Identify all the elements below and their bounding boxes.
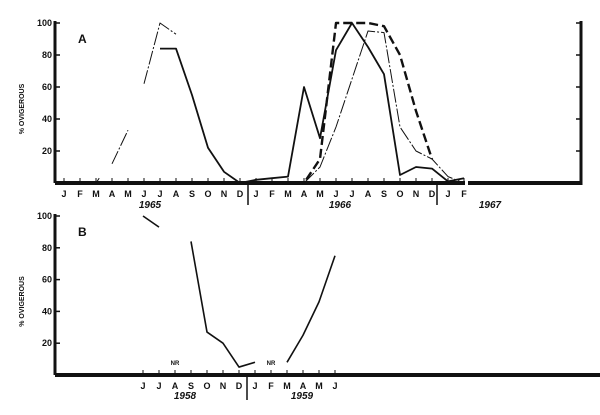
- x-tick-label: J: [445, 189, 450, 199]
- y-tick-label: 60: [42, 82, 52, 92]
- x-tick-label: M: [284, 189, 292, 199]
- x-tick-label: N: [221, 189, 228, 199]
- x-tick-label: F: [77, 189, 83, 199]
- panel-label: A: [78, 32, 87, 46]
- x-tick-label: D: [236, 381, 243, 391]
- x-tick-label: F: [461, 189, 467, 199]
- x-tick-label: D: [237, 189, 244, 199]
- y-axis-label: % OVIGEROUS: [19, 83, 26, 134]
- series-line-solid: [190, 241, 256, 368]
- x-tick-label: O: [203, 381, 210, 391]
- x-tick-label: J: [141, 189, 146, 199]
- x-tick-label: M: [283, 381, 291, 391]
- x-tick-label: J: [157, 189, 162, 199]
- nr-annotation: NR: [267, 361, 276, 367]
- x-tick-label: M: [316, 189, 324, 199]
- x-tick-label: J: [140, 381, 145, 391]
- x-tick-label: F: [268, 381, 274, 391]
- year-label: 1966: [329, 200, 352, 211]
- series-line-thin-dash-dot: [303, 30, 465, 184]
- series-line-solid: [142, 215, 160, 228]
- y-tick-label: 60: [42, 275, 52, 285]
- y-tick-label: 40: [42, 114, 52, 124]
- series-line-thin-dash-dot: [143, 22, 177, 84]
- y-tick-label: 40: [42, 306, 52, 316]
- series-line-thin-dash-dot: [95, 177, 100, 184]
- x-tick-label: A: [300, 381, 307, 391]
- y-tick-label: 80: [42, 243, 52, 253]
- x-tick-label: M: [315, 381, 323, 391]
- year-label: 1965: [139, 200, 162, 211]
- x-tick-label: N: [220, 381, 227, 391]
- x-tick-label: J: [156, 381, 161, 391]
- y-tick-label: 100: [37, 18, 52, 28]
- x-tick-label: J: [253, 189, 258, 199]
- x-tick-label: F: [269, 189, 275, 199]
- x-tick-label: D: [429, 189, 436, 199]
- x-tick-label: O: [204, 189, 211, 199]
- x-tick-label: A: [172, 381, 179, 391]
- series-line-solid-heavy: [160, 22, 465, 184]
- y-axis-label: % OVIGEROUS: [19, 276, 26, 327]
- x-tick-label: M: [92, 189, 100, 199]
- x-tick-label: J: [61, 189, 66, 199]
- y-tick-label: 100: [37, 211, 52, 221]
- x-tick-label: J: [252, 381, 257, 391]
- y-tick-label: 20: [42, 146, 52, 156]
- y-tick-label: 20: [42, 338, 52, 348]
- panel-label: B: [78, 225, 87, 239]
- x-tick-label: J: [349, 189, 354, 199]
- year-label: 1967: [479, 200, 502, 211]
- x-tick-label: S: [188, 381, 194, 391]
- x-tick-label: A: [365, 189, 372, 199]
- x-tick-label: A: [173, 189, 180, 199]
- series-line-heavy-dashed: [256, 21, 434, 185]
- x-tick-label: A: [109, 189, 116, 199]
- x-tick-label: S: [189, 189, 195, 199]
- x-tick-label: J: [333, 189, 338, 199]
- x-tick-label: M: [124, 189, 132, 199]
- y-tick-label: 80: [42, 50, 52, 60]
- x-tick-label: S: [381, 189, 387, 199]
- nr-annotation: NR: [171, 361, 180, 367]
- x-tick-label: J: [332, 381, 337, 391]
- year-label: 1958: [174, 391, 197, 402]
- series-line-thin-dash-dot: [111, 129, 129, 165]
- x-tick-label: N: [413, 189, 420, 199]
- series-line-solid: [286, 255, 336, 363]
- year-label: 1959: [291, 391, 314, 402]
- x-tick-label: A: [301, 189, 308, 199]
- x-tick-label: O: [396, 189, 403, 199]
